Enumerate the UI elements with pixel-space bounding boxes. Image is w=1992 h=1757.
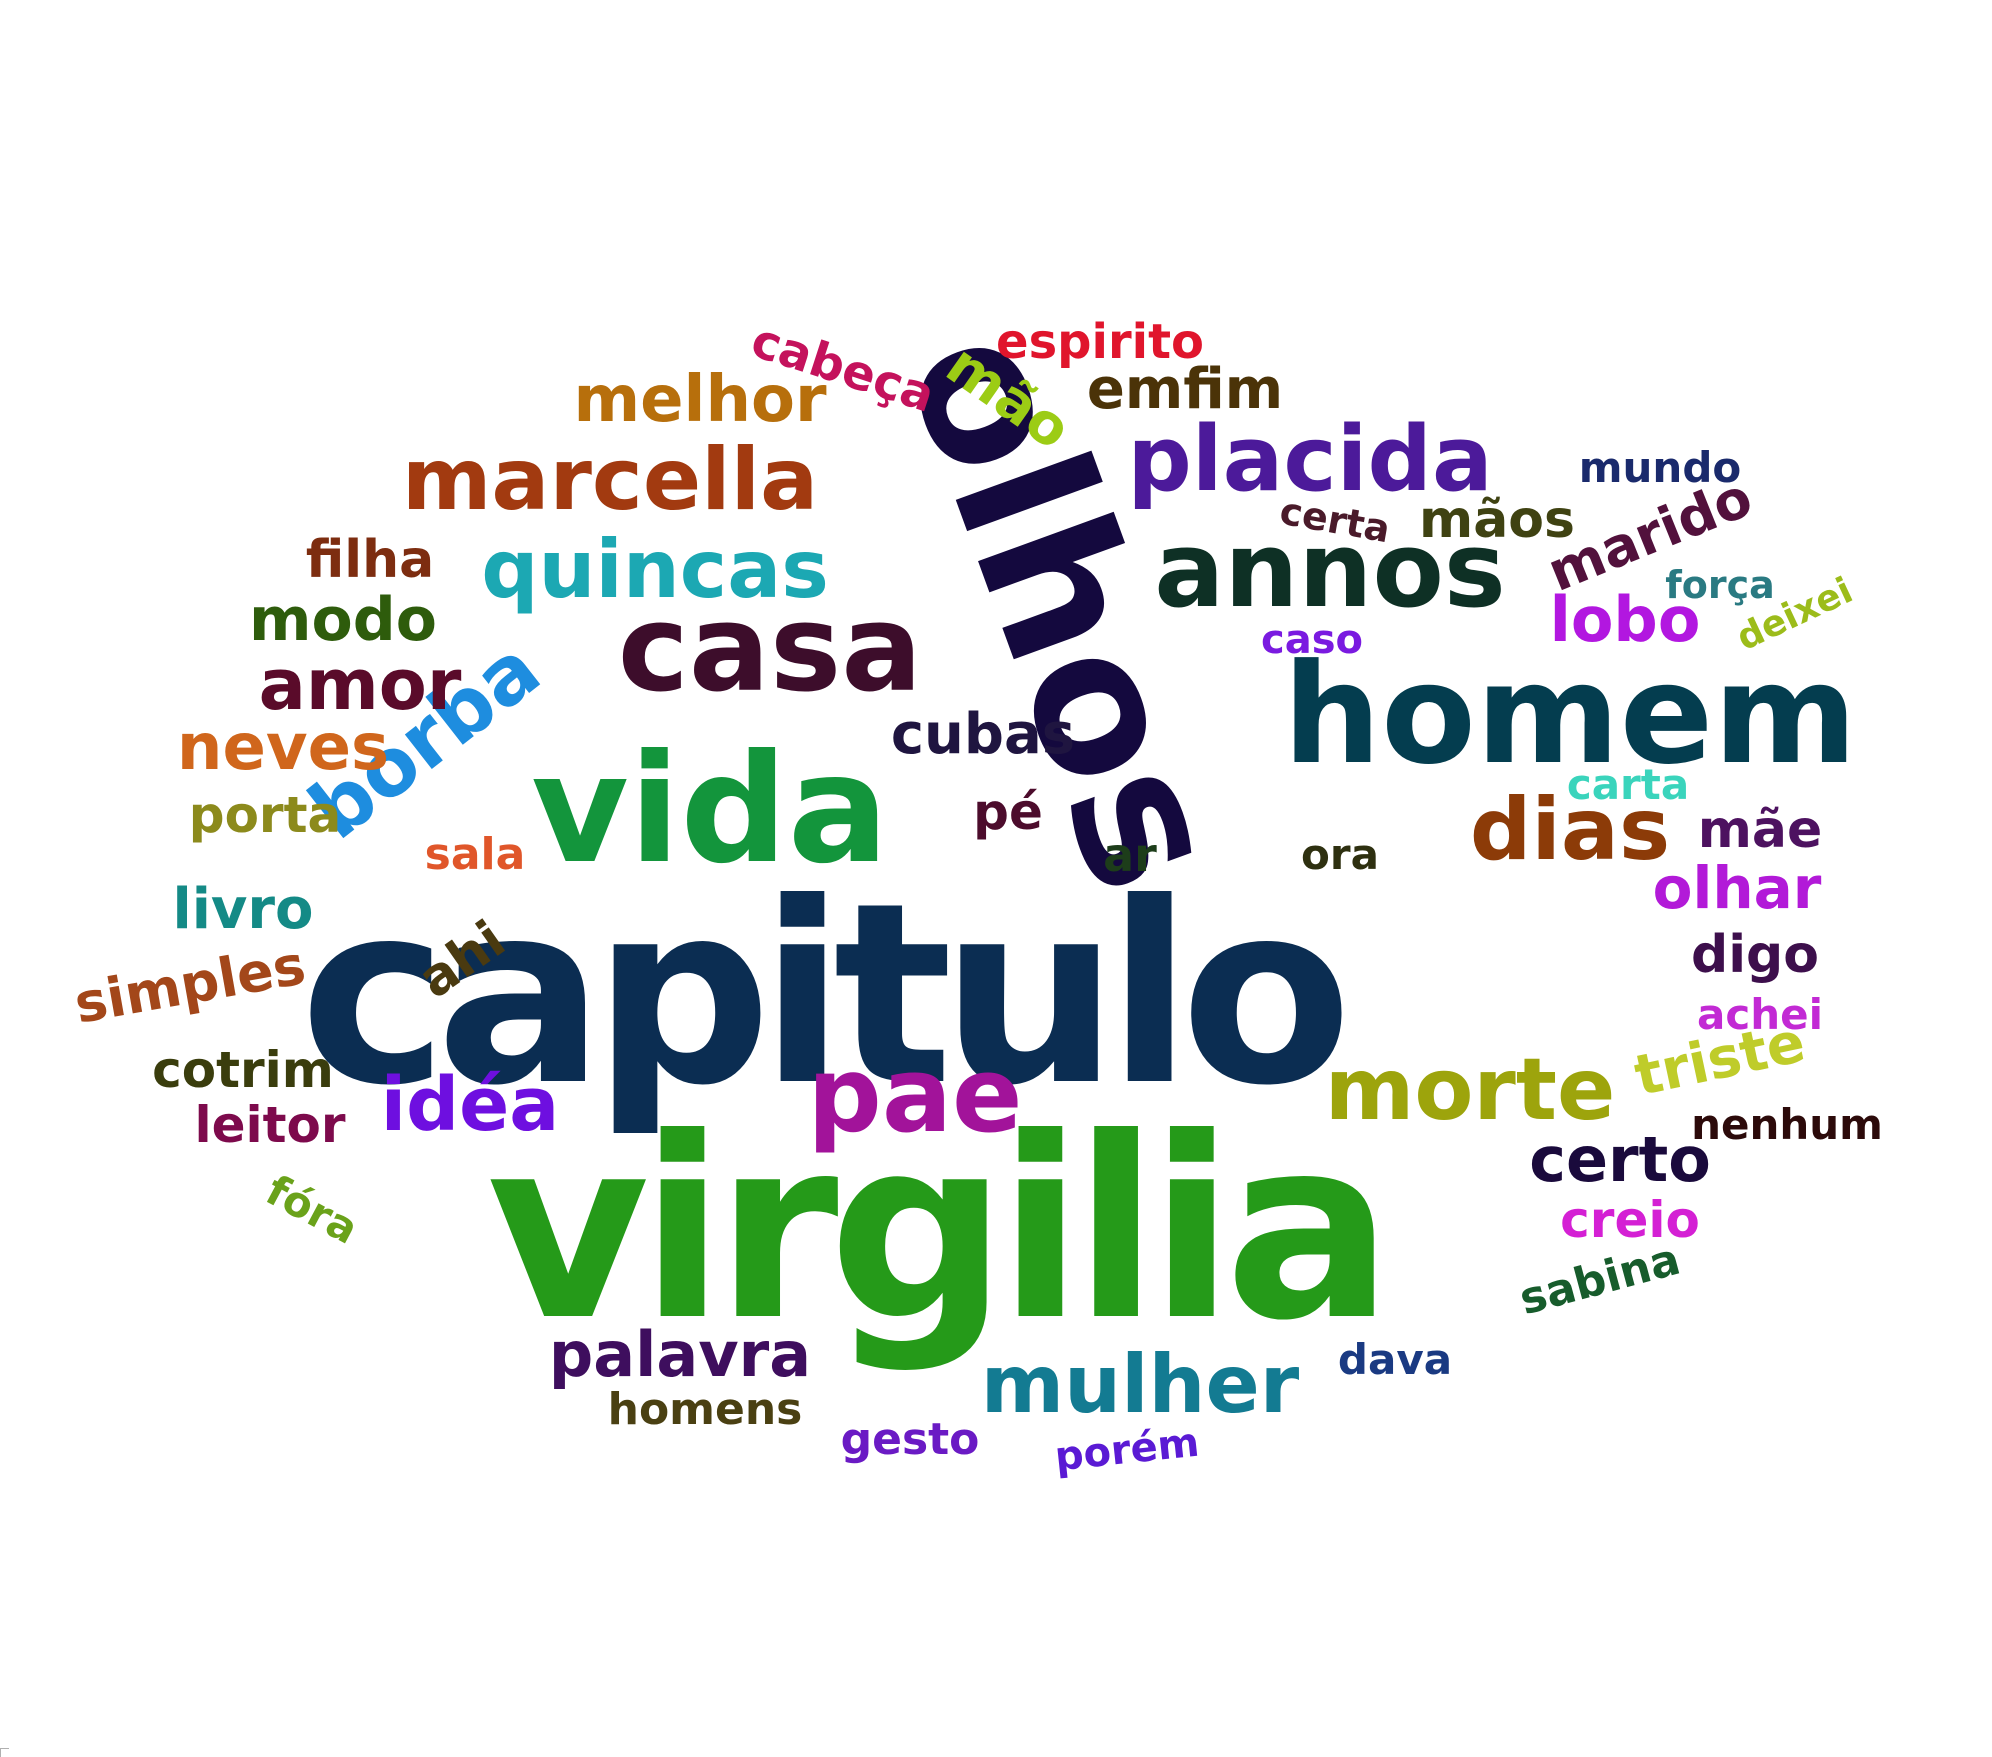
word-quincas: quincas (481, 523, 829, 616)
word-sala: sala (424, 829, 526, 880)
word-annos: annos (1154, 509, 1506, 631)
word-ora: ora (1301, 830, 1379, 879)
word-dias: dias (1469, 780, 1671, 880)
word-homem: homem (1282, 634, 1858, 795)
word-carta: carta (1566, 760, 1690, 809)
word-espirito: espirito (996, 314, 1204, 370)
word-fora: fóra (258, 1165, 367, 1254)
word-capitulo: capitulo (299, 849, 1352, 1140)
word-sabina: sabina (1514, 1233, 1686, 1326)
word-maos: mãos (1419, 490, 1575, 550)
word-livro: livro (172, 877, 314, 942)
word-cotrim: cotrim (152, 1041, 334, 1099)
word-nenhum: nenhum (1691, 1100, 1883, 1149)
word-emfim: emfim (1086, 357, 1284, 422)
word-modo: modo (249, 585, 437, 655)
word-mundo: mundo (1578, 443, 1742, 492)
word-morte: morte (1324, 1040, 1616, 1140)
word-neves: neves (176, 711, 390, 785)
word-gesto: gesto (840, 1414, 980, 1465)
word-filha: filha (305, 530, 435, 590)
word-casa: casa (617, 580, 923, 719)
word-placida: placida (1127, 407, 1493, 512)
word-vida: vida (531, 723, 889, 897)
resize-corner-icon (0, 1748, 9, 1757)
word-lobo: lobo (1549, 583, 1701, 656)
word-simples: simples (69, 933, 311, 1036)
word-idea: idéa (380, 1062, 560, 1148)
word-caso: caso (1261, 617, 1363, 663)
word-forca: força (1665, 563, 1775, 607)
word-marcella: marcella (401, 430, 819, 530)
word-certo: certo (1529, 1123, 1711, 1196)
word-leitor: leitor (194, 1096, 346, 1154)
word-mulher: mulher (980, 1338, 1300, 1431)
word-virgilia: virgilia (486, 1084, 1394, 1375)
word-dava: dava (1337, 1335, 1453, 1384)
word-amor: amor (258, 644, 462, 726)
word-achei: achei (1696, 990, 1824, 1039)
word-pe: pé (973, 783, 1043, 841)
word-digo: digo (1691, 925, 1819, 985)
word-cubas: cubas (890, 702, 1076, 767)
word-porta: porta (188, 786, 342, 844)
word-palavra: palavra (548, 1318, 812, 1391)
word-homens: homens (607, 1384, 803, 1435)
word-melhor: melhor (573, 363, 827, 437)
word-creio: creio (1560, 1191, 1700, 1249)
word-ar: ar (1103, 828, 1157, 882)
word-olhar: olhar (1652, 854, 1822, 922)
word-pae: pae (807, 1034, 1023, 1156)
word-mae: mãe (1697, 800, 1823, 860)
